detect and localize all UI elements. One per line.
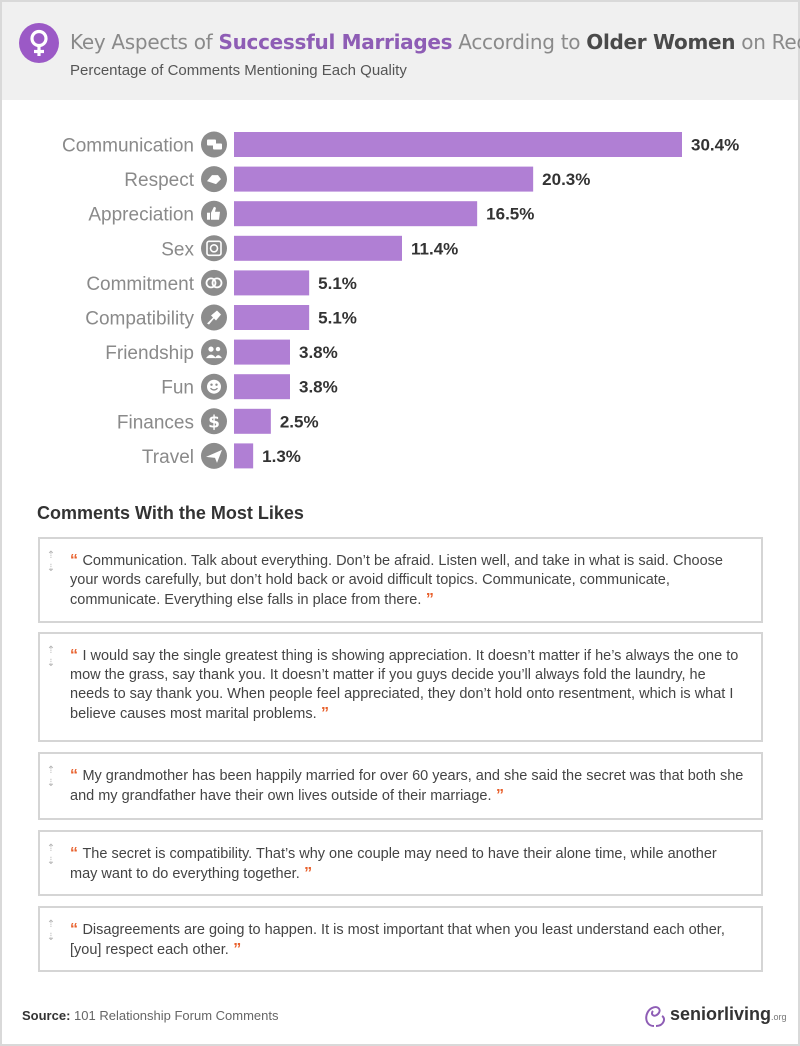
source-text: 101 Relationship Forum Comments	[74, 1008, 279, 1023]
close-quote-icon: ”	[491, 787, 504, 804]
category-label: Commitment	[86, 274, 194, 295]
header: Key Aspects of Successful Marriages Acco…	[2, 2, 800, 100]
comments-section-title: Comments With the Most Likes	[37, 503, 304, 523]
rings-icon	[201, 269, 227, 296]
upvote-arrow-icon[interactable]: ⇡	[46, 550, 56, 561]
brand-mark-icon	[645, 1006, 665, 1027]
bar	[234, 374, 290, 400]
close-quote-icon: ”	[421, 591, 434, 608]
upvote-arrow-icon[interactable]: ⇡	[46, 919, 56, 930]
comment-text: “ Disagreements are going to happen. It …	[70, 920, 747, 960]
handshake-icon	[201, 166, 227, 193]
title-part: on Reddit	[741, 30, 800, 54]
smile-face-icon	[201, 373, 227, 400]
comment-text: “ Communication. Talk about everything. …	[70, 551, 747, 610]
friends-icon	[201, 339, 227, 366]
bar	[234, 443, 254, 469]
svg-text:$: $	[208, 412, 220, 432]
comment-card: ⇡ ⇣ “ I would say the single greatest thin…	[38, 632, 763, 742]
bar	[234, 339, 290, 365]
comment-text: “ I would say the single greatest thing …	[70, 646, 747, 724]
comment-body: Communication. Talk about everything. Do…	[70, 553, 723, 608]
downvote-arrow-icon[interactable]: ⇣	[46, 658, 56, 669]
comment-text: “ My grandmother has been happily marrie…	[70, 766, 747, 806]
close-quote-icon: ”	[228, 941, 242, 958]
value-label: 5.1%	[318, 274, 357, 293]
downvote-arrow-icon[interactable]: ⇣	[46, 563, 56, 574]
puzzle-icon	[201, 304, 227, 331]
bar	[234, 270, 310, 296]
page-title: Key Aspects of Successful Marriages Acco…	[70, 30, 800, 54]
title-part: Successful Marriages	[218, 30, 453, 54]
category-label: Friendship	[105, 343, 194, 364]
close-quote-icon: ”	[299, 865, 313, 882]
airplane-icon	[201, 442, 227, 469]
comment-body: My grandmother has been happily married …	[70, 768, 744, 804]
bar-chart: Communication 30.4% Respect 20.3% Appreciati…	[62, 131, 739, 469]
value-label: 20.3%	[542, 170, 590, 189]
title-part: According to	[452, 30, 587, 54]
bar	[234, 132, 682, 157]
bar	[234, 408, 271, 434]
category-label: Fun	[161, 378, 194, 399]
upvote-arrow-icon[interactable]: ⇡	[46, 765, 56, 776]
upvote-arrow-icon[interactable]: ⇡	[46, 645, 56, 656]
category-label: Communication	[62, 136, 194, 157]
title-part: Key Aspects of	[70, 30, 219, 54]
value-label: 2.5%	[280, 412, 319, 431]
source-note: Source: 101 Relationship Forum Comments	[22, 1008, 279, 1023]
value-label: 1.3%	[262, 447, 301, 466]
bar	[234, 235, 402, 261]
speech-bubbles-icon	[201, 131, 227, 158]
category-label: Respect	[124, 170, 194, 191]
category-label: Compatibility	[85, 309, 194, 330]
value-label: 30.4%	[691, 136, 739, 155]
downvote-arrow-icon[interactable]: ⇣	[46, 778, 56, 789]
comment-body: I would say the single greatest thing is…	[70, 648, 739, 722]
title-part: Older Women	[586, 30, 736, 54]
upvote-arrow-icon[interactable]: ⇡	[46, 843, 56, 854]
vote-arrows: ⇡ ⇣	[44, 549, 58, 575]
comment-card: ⇡ ⇣ “ Communication. Talk about everything…	[38, 537, 763, 623]
page-subtitle: Percentage of Comments Mentioning Each Q…	[70, 62, 407, 79]
open-quote-icon: “	[70, 647, 83, 664]
bar	[234, 166, 534, 192]
category-label: Finances	[117, 412, 194, 433]
open-quote-icon: “	[70, 845, 83, 862]
downvote-arrow-icon[interactable]: ⇣	[46, 856, 56, 867]
value-label: 11.4%	[411, 239, 458, 258]
brand-name: seniorliving.org	[670, 1004, 787, 1024]
category-label: Appreciation	[88, 205, 194, 226]
comment-body: Disagreements are going to happen. It is…	[70, 922, 725, 958]
comment-card: ⇡ ⇣ “ My grandmother has been happily marr…	[38, 752, 763, 820]
female-symbol-icon	[19, 23, 59, 63]
comment-text: “ The secret is compatibility. That’s wh…	[70, 844, 747, 884]
dollar-icon: $	[201, 408, 227, 435]
value-label: 16.5%	[486, 205, 534, 224]
category-label: Travel	[142, 447, 194, 468]
comment-body: The secret is compatibility. That’s why …	[70, 846, 717, 882]
open-quote-icon: “	[70, 767, 83, 784]
downvote-arrow-icon[interactable]: ⇣	[46, 932, 56, 943]
category-label: Sex	[161, 239, 194, 260]
source-label: Source:	[22, 1008, 71, 1023]
close-quote-icon: ”	[316, 705, 330, 722]
open-quote-icon: “	[70, 921, 83, 938]
vote-arrows: ⇡ ⇣	[44, 644, 58, 670]
vote-arrows: ⇡ ⇣	[44, 918, 58, 944]
brand-logo: seniorliving.org	[640, 996, 787, 1032]
condom-icon	[201, 235, 227, 262]
value-label: 3.8%	[299, 378, 338, 397]
value-label: 3.8%	[299, 343, 338, 362]
open-quote-icon: “	[70, 552, 83, 569]
comment-card: ⇡ ⇣ “ The secret is compatibility. That’s …	[38, 830, 763, 896]
bar	[234, 201, 478, 227]
value-label: 5.1%	[318, 309, 357, 328]
thumbs-up-icon	[201, 200, 227, 227]
vote-arrows: ⇡ ⇣	[44, 842, 58, 868]
vote-arrows: ⇡ ⇣	[44, 764, 58, 790]
bar	[234, 305, 310, 330]
comment-card: ⇡ ⇣ “ Disagreements are going to happen. I…	[38, 906, 763, 972]
